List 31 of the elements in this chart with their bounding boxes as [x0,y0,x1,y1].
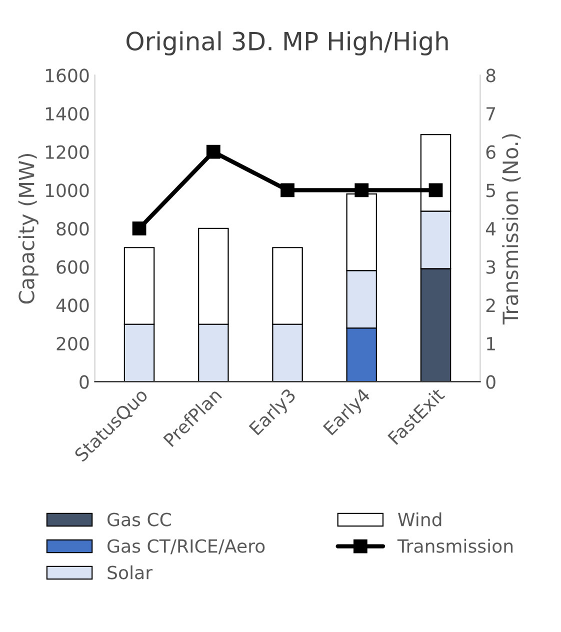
point [354,183,369,198]
chart-title: Original 3D. MP High/High [126,31,448,56]
y-tick-label: 1200 [46,145,89,159]
y2-tick-label: 4 [486,222,496,236]
y-tick-label: 1000 [46,184,89,198]
y2-tick-label: 2 [486,298,495,312]
y2-tick-label: 1 [487,337,495,350]
y2-tick-label: 0 [486,375,496,389]
point [280,183,294,198]
y2-tick-label: 6 [486,145,496,159]
y-tick-label: 1600 [46,68,89,82]
y2-axis-title: Transmission (No.) [502,134,521,325]
y-tick-label: 600 [56,260,89,274]
legend-label: Solar [108,565,153,580]
y-axis-title: Capacity (MW) [18,154,38,304]
y2-tick-label: 8 [486,68,496,82]
y2-tick-label: 3 [486,260,496,274]
y-tick-label: 800 [56,222,89,236]
legend-label: Wind [398,512,442,526]
y-tick-label: 200 [56,336,89,351]
y-tick-label: 1400 [46,106,89,121]
point [132,222,146,236]
y2-tick-label: 7 [486,107,496,120]
legend-label: Gas CT/RICE/Aero [108,539,265,554]
y-tick-label: 400 [56,298,89,312]
legend-label: Gas CC [108,512,171,526]
y-tick-label: 0 [80,375,89,389]
y2-tick-label: 5 [486,184,495,198]
legend-label: Transmission [397,538,513,553]
point [428,183,443,198]
point [206,144,220,159]
